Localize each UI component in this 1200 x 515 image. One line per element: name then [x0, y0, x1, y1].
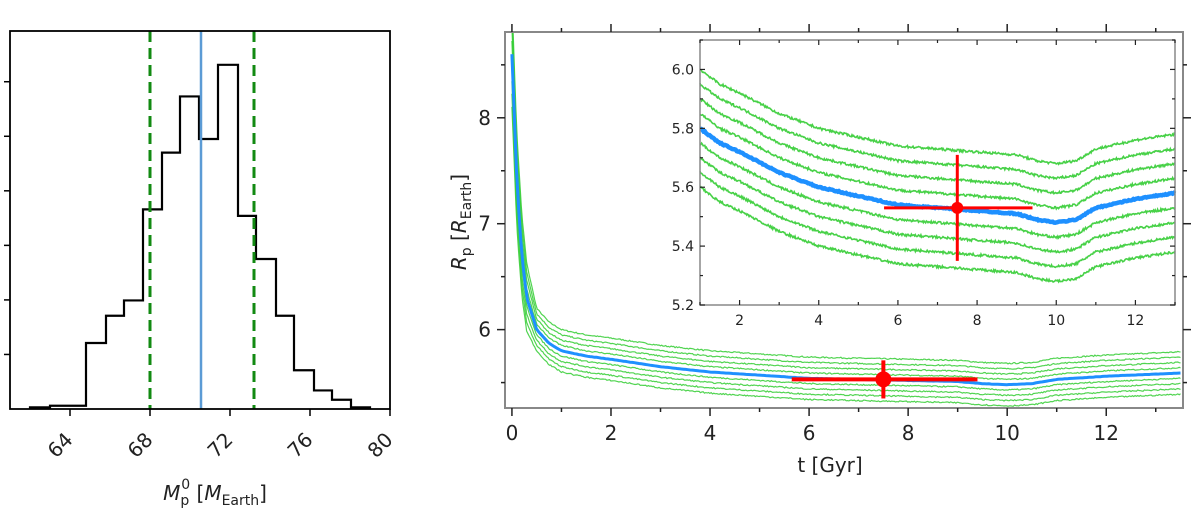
- envelope-curve: [699, 69, 1176, 166]
- y-tick-label: 6.0: [672, 62, 694, 78]
- y-tick-label: 8: [478, 106, 491, 130]
- observation-point: [875, 371, 892, 388]
- envelope-curve: [699, 98, 1176, 195]
- x-tick-label: 6: [893, 313, 902, 329]
- inset-zoom-panel: 2 4 6 8 10 12 5.2 5.4 5.6 5.8 6.0: [672, 39, 1177, 329]
- histogram-bin: [332, 400, 351, 409]
- y-tick-label: 7: [478, 212, 491, 236]
- envelope-curve: [511, 81, 1181, 397]
- envelope-curve: [511, 106, 1181, 407]
- envelope-curve: [699, 171, 1176, 269]
- x-tick-label: 8: [902, 421, 915, 445]
- histogram-bin: [256, 259, 276, 409]
- histogram-frame: [9, 30, 391, 410]
- main-ylabel: Rp [REarth]: [447, 174, 475, 270]
- x-tick-label: 12: [1127, 313, 1145, 329]
- envelope-curve: [511, 93, 1181, 402]
- histogram-bin: [124, 300, 143, 409]
- histogram-bin: [86, 343, 106, 409]
- x-tick-label: 64: [43, 428, 78, 463]
- envelope-curve: [699, 156, 1176, 254]
- x-tick-label: 2: [605, 421, 618, 445]
- histogram-bin: [180, 96, 199, 409]
- histogram-xlabel: Mp0 [MEarth]: [163, 477, 267, 509]
- histogram-bin: [162, 153, 180, 409]
- histogram-bin: [218, 65, 238, 409]
- envelope-curve: [699, 113, 1176, 211]
- y-tick-label: 6: [478, 318, 491, 342]
- envelope-curve: [511, 40, 1181, 381]
- envelope-curve: [699, 141, 1176, 240]
- histogram-outline: [28, 63, 372, 409]
- main-frame: [504, 31, 1184, 409]
- y-tick-label: 5.2: [672, 298, 694, 314]
- x-tick-label: 10: [1047, 313, 1065, 329]
- histogram-bin: [276, 316, 294, 409]
- y-tick-label: 5.4: [672, 239, 694, 255]
- histogram-bin: [314, 390, 332, 409]
- envelope-curve: [512, 32, 1181, 365]
- envelope-curve: [511, 67, 1181, 391]
- histogram-bin: [106, 316, 124, 409]
- envelope-curve: [699, 185, 1176, 284]
- x-tick-label: 8: [973, 313, 982, 329]
- x-tick-label: 10: [994, 421, 1019, 445]
- radius-evolution-panel: 0 2 4 6 8 10 12 6 7 8: [478, 24, 1191, 445]
- x-tick-label: 4: [704, 421, 717, 445]
- observation-point: [951, 201, 964, 214]
- y-tick-label: 5.8: [672, 121, 694, 137]
- x-tick-label: 76: [283, 428, 318, 463]
- x-tick-label: 6: [803, 421, 816, 445]
- x-tick-label: 0: [506, 421, 519, 445]
- histogram-bin: [294, 370, 314, 409]
- x-tick-label: 12: [1094, 421, 1119, 445]
- envelope-curve: [511, 32, 1181, 376]
- x-tick-label: 80: [363, 428, 398, 463]
- envelope-curve: [699, 83, 1176, 181]
- envelope-curve: [511, 32, 1181, 370]
- x-tick-label: 2: [735, 313, 744, 329]
- histogram-bin: [143, 209, 162, 409]
- y-tick-label: 5.6: [672, 180, 694, 196]
- histogram-panel: 64 68 72 76 80: [4, 30, 398, 463]
- x-tick-label: 4: [814, 313, 823, 329]
- x-tick-label: 72: [203, 428, 238, 463]
- main-xlabel: t [Gyr]: [797, 453, 862, 477]
- x-tick-label: 68: [123, 428, 158, 463]
